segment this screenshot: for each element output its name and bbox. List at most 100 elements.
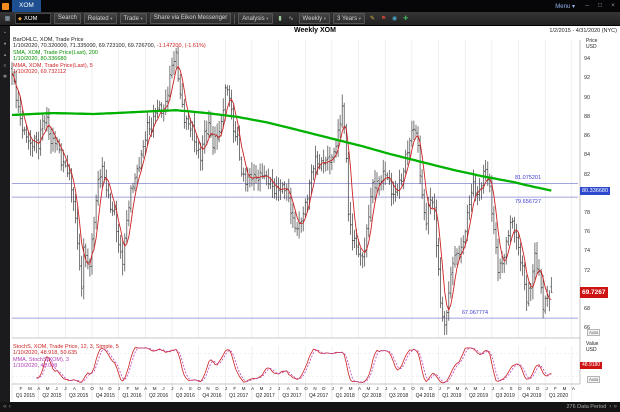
- chart-toolbar: ▦ ◆ Search Related ▾ Trade ▾ Share via E…: [0, 12, 620, 26]
- candlestick-chart-icon[interactable]: ▮: [278, 15, 282, 22]
- close-icon[interactable]: ×: [611, 2, 615, 9]
- trade-dropdown[interactable]: Trade ▾: [119, 13, 147, 24]
- annotate-icon[interactable]: ✎: [370, 15, 376, 22]
- x-axis-month-label: M: [134, 386, 139, 391]
- price-level-label: 81.075201: [515, 175, 541, 182]
- x-axis-quarter-label: Q1 2017: [229, 393, 249, 399]
- x-axis-quarter-label: Q4 2016: [202, 393, 222, 399]
- x-axis-month-label: M: [45, 386, 50, 391]
- x-axis-month-label: N: [527, 386, 531, 391]
- x-axis-month-label: F: [19, 386, 23, 391]
- stoch-autoscale-toggle[interactable]: Auto: [587, 376, 601, 383]
- price-axis-unit: Price: [586, 38, 598, 44]
- legend-line: SMA, XOM, Trade Price(Last), 200: [13, 49, 98, 56]
- chart-title: Weekly XOM: [294, 27, 336, 34]
- x-axis-quarter-label: Q2 2015: [42, 393, 62, 399]
- last-price-badge: 69.7267: [580, 287, 608, 299]
- price-axis-tick: 90: [584, 94, 591, 101]
- window-titlebar: XOM Menu ▾ – □ ×: [0, 0, 620, 12]
- x-axis-month-label: J: [438, 386, 441, 391]
- chevron-down-icon: ▾: [266, 16, 269, 21]
- apps-menu-icon[interactable]: ▦: [4, 15, 11, 22]
- legend-change-value: -1.147200, (-1.61%): [155, 43, 206, 50]
- stoch-value-badge: 48.9180: [580, 361, 603, 369]
- x-axis-month-label: J: [483, 386, 486, 391]
- price-level-label: 67.067774: [462, 310, 488, 317]
- x-axis-month-label: J: [545, 386, 548, 391]
- window-menu-label: Menu: [555, 3, 571, 10]
- restore-icon[interactable]: □: [598, 2, 602, 9]
- data-period-label: 276 Data Period: [566, 404, 607, 410]
- chevron-down-icon: ▾: [140, 16, 143, 21]
- price-axis-tick: 82: [584, 171, 591, 178]
- related-label: Related: [87, 16, 109, 22]
- minimize-icon[interactable]: –: [585, 2, 589, 9]
- sma-value-badge: 80.336680: [580, 186, 610, 195]
- settings-icon[interactable]: ✱: [2, 74, 8, 80]
- chart-region: Weekly XOM 1/2/2015 - 4/31/2020 (NYC) Ba…: [10, 26, 620, 402]
- x-axis-month-label: D: [536, 386, 540, 391]
- x-axis-month-label: J: [171, 386, 174, 391]
- window-tab-xom[interactable]: XOM: [12, 0, 41, 12]
- chart-icon[interactable]: ▴: [3, 52, 7, 58]
- price-axis-tick: 94: [584, 56, 591, 63]
- app-logo-icon[interactable]: [2, 2, 9, 10]
- x-axis-month-label: F: [554, 386, 557, 391]
- x-axis-month-label: A: [72, 386, 76, 391]
- x-axis-month-label: J: [117, 386, 121, 391]
- x-axis-month-label: O: [90, 386, 94, 391]
- line-chart-icon[interactable]: ∿: [288, 15, 294, 22]
- x-axis-month-label: J: [224, 386, 227, 391]
- analysis-dropdown[interactable]: Analysis ▾: [238, 13, 273, 24]
- step-forward-icon[interactable]: ›: [609, 403, 612, 410]
- flag-icon[interactable]: ⚑: [380, 15, 387, 22]
- legend-line: 1/10/2020, 69.732112: [13, 69, 67, 76]
- snapshot-icon[interactable]: ◉: [391, 15, 398, 22]
- x-axis-month-label: S: [188, 386, 192, 391]
- x-axis-month-label: J: [55, 386, 58, 391]
- x-axis-month-label: M: [348, 386, 353, 391]
- window-menu-button[interactable]: Menu ▾: [555, 3, 575, 10]
- frequency-select[interactable]: Weekly ▾: [298, 13, 331, 24]
- home-icon[interactable]: ▪: [4, 30, 6, 36]
- chart-tool-icon-group: ✎ ⚑ ◉ ✚: [368, 13, 410, 25]
- x-axis-quarter-label: Q1 2020: [548, 393, 569, 399]
- list-icon[interactable]: ≡: [3, 63, 7, 69]
- legend-line: 1/10/2020, 80.336680: [13, 56, 67, 63]
- trade-label: Trade: [123, 16, 139, 22]
- price-autoscale-toggle[interactable]: Auto: [587, 329, 601, 336]
- x-axis-month-label: J: [162, 386, 165, 391]
- chevron-down-icon: ▾: [323, 16, 327, 21]
- range-select[interactable]: 3 Years ▾: [333, 13, 366, 24]
- stoch-legend: StochS, XOM, Trade Price, 12, 3, Simple,…: [13, 344, 119, 370]
- x-axis-month-label: D: [429, 386, 433, 391]
- x-axis-month-label: F: [340, 386, 344, 391]
- x-axis-month-label: M: [562, 386, 567, 391]
- legend-line: StochS, XOM, Trade Price, 12, 3, Simple,…: [13, 344, 119, 350]
- related-dropdown[interactable]: Related ▾: [83, 13, 117, 24]
- left-icon-rail: ▪ ● ▴ ≡ ✱: [0, 26, 10, 402]
- chart-type-icon-group: ▮ ∿: [276, 13, 296, 25]
- price-axis-tick: 74: [584, 248, 591, 255]
- x-axis-month-label: J: [269, 386, 272, 391]
- symbol-search-box[interactable]: ◆: [15, 13, 51, 24]
- jump-start-icon[interactable]: «: [3, 403, 7, 410]
- add-indicator-icon[interactable]: ✚: [403, 15, 409, 22]
- x-axis-month-label: A: [251, 386, 255, 391]
- search-icon[interactable]: ●: [3, 41, 7, 47]
- x-axis-month-label: M: [259, 386, 264, 391]
- search-button[interactable]: Search: [53, 13, 81, 24]
- scroll-left-controls: «‹: [3, 402, 11, 412]
- x-axis-quarter-label: Q2 2019: [468, 393, 489, 399]
- step-back-icon[interactable]: ‹: [8, 403, 11, 410]
- x-axis-month-label: J: [64, 386, 67, 391]
- x-axis-month-label: A: [357, 386, 361, 391]
- x-axis-month-label: A: [179, 386, 183, 391]
- price-axis-tick: 72: [584, 267, 591, 274]
- price-chart-canvas[interactable]: [10, 26, 620, 402]
- share-messenger-button[interactable]: Share via Eikon Messenger: [149, 13, 232, 24]
- symbol-input[interactable]: [23, 15, 48, 22]
- jump-end-icon[interactable]: »: [613, 403, 617, 410]
- legend-line: 1/10/2020, 48.018: [13, 363, 58, 370]
- frequency-value: Weekly: [302, 16, 323, 22]
